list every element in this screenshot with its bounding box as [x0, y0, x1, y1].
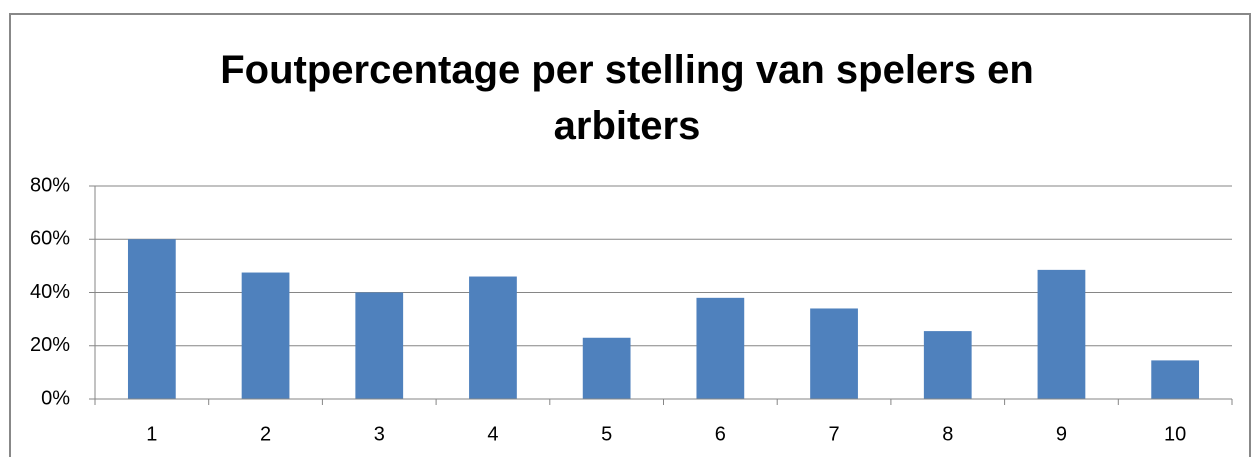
x-tick-label: 8 [942, 423, 953, 445]
x-tick-label: 1 [146, 423, 157, 445]
y-tick-label: 20% [30, 334, 70, 356]
y-tick-label: 0% [41, 387, 70, 409]
x-tick-label: 7 [828, 423, 839, 445]
y-tick-label: 40% [30, 281, 70, 303]
x-tick-label: 10 [1164, 423, 1186, 445]
chart-frame [9, 13, 1251, 457]
x-tick-label: 4 [487, 423, 498, 445]
bar [241, 272, 290, 399]
bar [1037, 269, 1086, 399]
bar [1151, 360, 1200, 399]
x-tick-label: 2 [260, 423, 271, 445]
bar [127, 239, 176, 399]
y-tick-label: 80% [30, 174, 70, 196]
bar [923, 331, 972, 399]
bar [582, 337, 631, 399]
chart-title: Foutpercentage per stelling van spelers … [220, 48, 1034, 148]
y-tick-label: 60% [30, 228, 70, 250]
bar [696, 297, 745, 399]
x-tick-label: 5 [601, 423, 612, 445]
bar [355, 292, 404, 399]
bar [469, 276, 517, 399]
bar [810, 308, 858, 399]
x-tick-label: 9 [1056, 423, 1067, 445]
x-tick-label: 3 [374, 423, 385, 445]
x-tick-label: 6 [715, 423, 726, 445]
